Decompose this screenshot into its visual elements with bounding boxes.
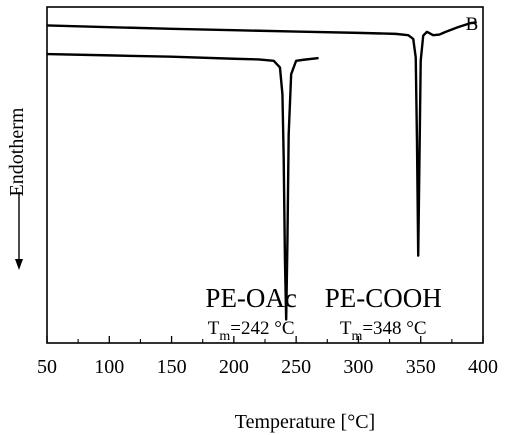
series-line-pe-oac xyxy=(46,52,319,321)
y-axis-label-group: Endotherm xyxy=(6,107,28,270)
annotation-name: PE-COOH xyxy=(325,283,442,313)
x-tick-label: 250 xyxy=(281,356,311,378)
x-tick-label: 200 xyxy=(219,356,249,378)
tm-value: =242 °C xyxy=(230,318,294,339)
x-tick-label: 300 xyxy=(343,356,373,378)
tm-subscript: m xyxy=(351,329,362,344)
series-lines xyxy=(46,21,477,321)
x-ticks xyxy=(46,336,484,343)
x-tick-label: 350 xyxy=(406,356,436,378)
x-tick-labels: 50 100 150 200 250 300 350 400 xyxy=(37,356,498,378)
tm-symbol: T xyxy=(208,318,220,339)
annotation-name: PE-OAc xyxy=(205,283,296,313)
annotation-tm: Tm=348 °C xyxy=(340,318,427,344)
x-tick-label: 100 xyxy=(94,356,124,378)
y-axis-arrow-head xyxy=(15,259,23,270)
x-tick-label: 150 xyxy=(157,356,187,378)
x-axis-label: Temperature [°C] xyxy=(235,411,375,433)
panel-label: B xyxy=(466,14,479,35)
tm-subscript: m xyxy=(219,329,230,344)
series-line-pe-cooh xyxy=(46,21,477,257)
x-tick-label: 400 xyxy=(468,356,498,378)
annotation-tm: Tm=242 °C xyxy=(208,318,295,344)
tm-value: =348 °C xyxy=(362,318,426,339)
tm-symbol: T xyxy=(340,318,352,339)
y-axis-label: Endotherm xyxy=(6,107,28,196)
x-tick-label: 50 xyxy=(37,356,57,378)
